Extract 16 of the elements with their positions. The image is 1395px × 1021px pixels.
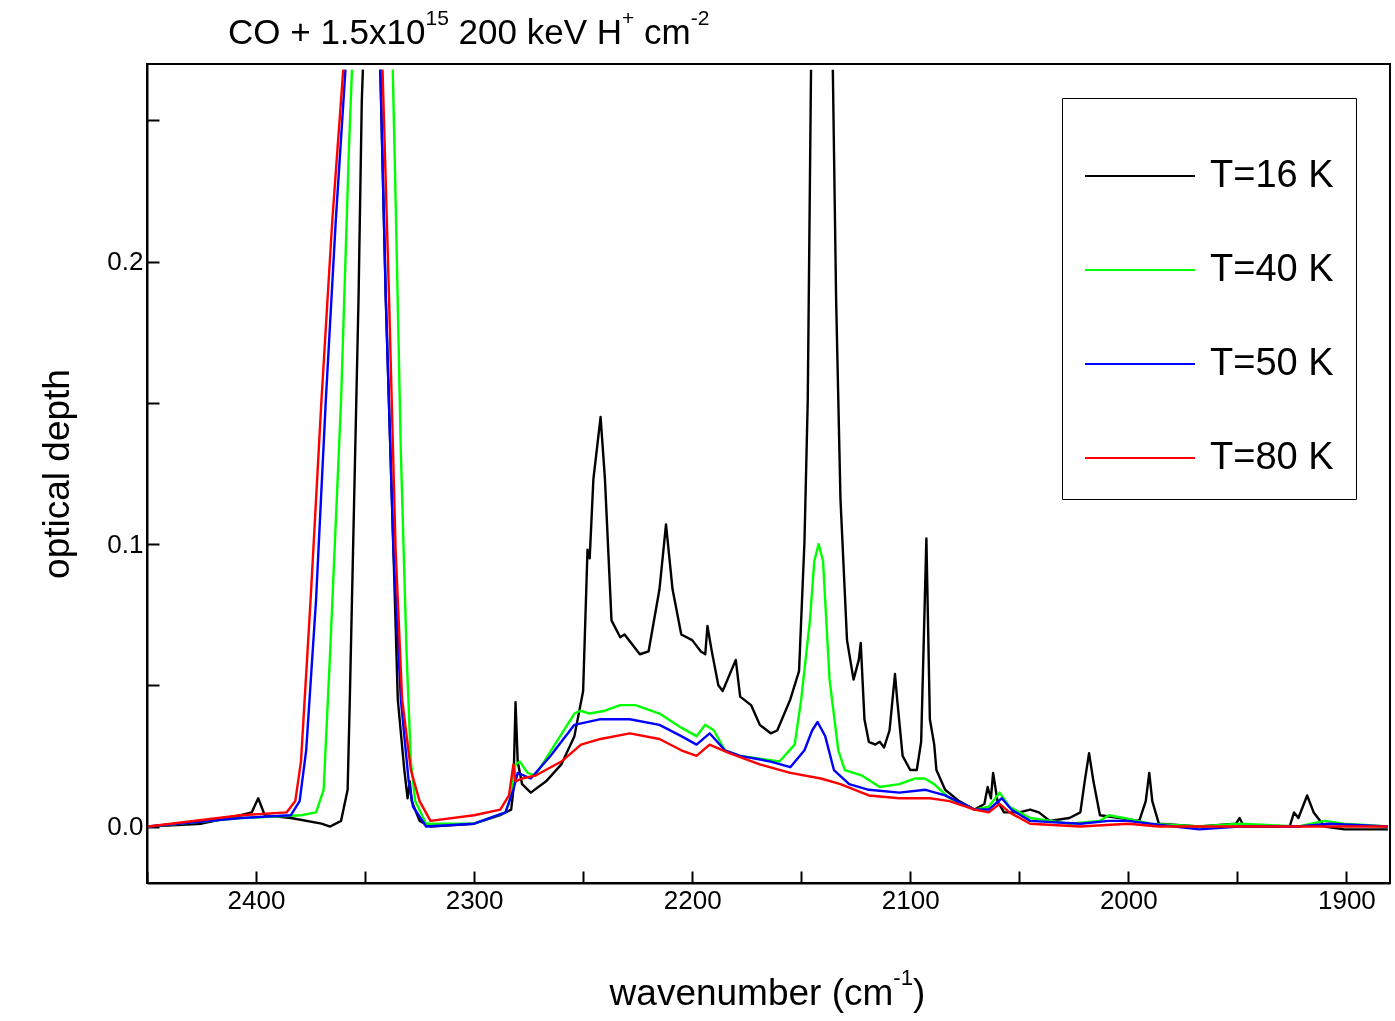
x-tick-label: 2100 <box>881 884 940 915</box>
x-axis-title: wavenumber (cm$^{-1}$) <box>608 965 927 1014</box>
y-tick-label: 0.2 <box>107 246 144 277</box>
x-tick-label: 2000 <box>1099 884 1158 915</box>
y-tick-label: 0.1 <box>107 528 144 559</box>
chart-title: CO + 1.5x10$^{15}$ 200 keV H$^{+}$ cm$^{-2}$ <box>228 6 710 52</box>
x-tick-label: 2400 <box>227 884 286 915</box>
y-tick-label: 0.0 <box>107 811 144 842</box>
y-axis-title: optical depth <box>36 369 78 579</box>
legend-label: T=16 K <box>1210 153 1334 195</box>
legend-label: T=40 K <box>1210 247 1334 289</box>
x-tick-label: 2300 <box>445 884 504 915</box>
x-tick-label: 2200 <box>663 884 722 915</box>
legend-label: T=50 K <box>1210 341 1334 383</box>
x-tick-label: 1900 <box>1317 884 1376 915</box>
legend-label: T=80 K <box>1210 435 1334 477</box>
